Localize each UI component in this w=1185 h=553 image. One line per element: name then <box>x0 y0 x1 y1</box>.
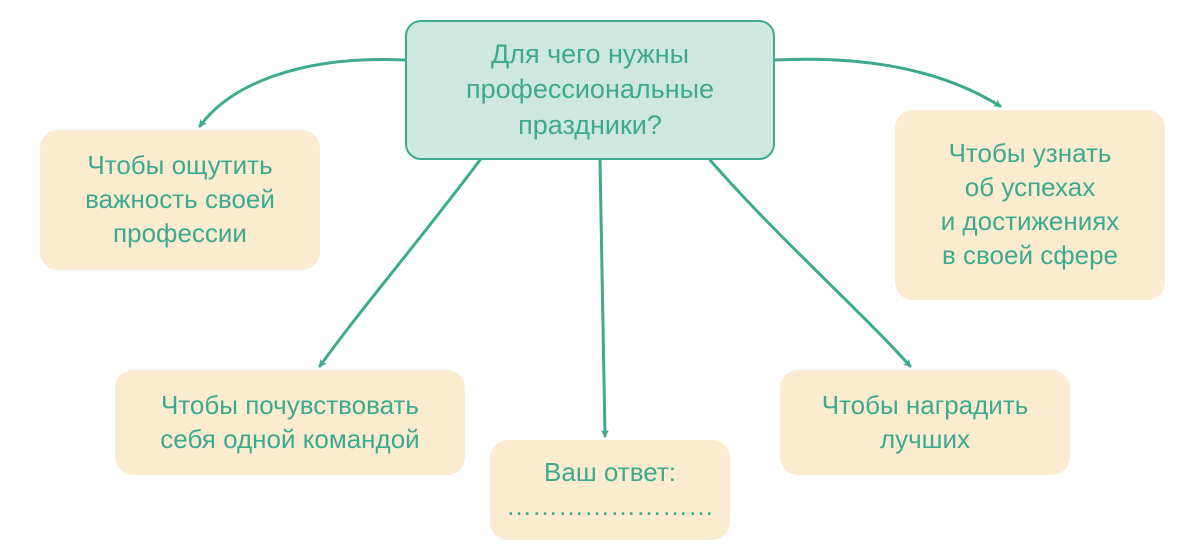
answer-text: Чтобы ощутитьважность своейпрофессии <box>85 149 275 250</box>
answer-text: Чтобы узнатьоб успехахи достиженияхв сво… <box>941 137 1120 272</box>
central-question-node: Для чего нужныпрофессиональныепраздники? <box>405 20 775 160</box>
edge-your-answer <box>600 160 605 436</box>
answer-node-team: Чтобы почувствоватьсебя одной командой <box>115 370 465 475</box>
answer-node-importance: Чтобы ощутитьважность своейпрофессии <box>40 130 320 270</box>
central-question-text: Для чего нужныпрофессиональныепраздники? <box>466 37 714 142</box>
edge-successes <box>775 59 1000 106</box>
diagram-canvas: Для чего нужныпрофессиональныепраздники?… <box>0 0 1185 553</box>
edge-team <box>320 160 480 366</box>
answer-text: Чтобы наградитьлучших <box>822 389 1029 457</box>
edge-importance <box>200 59 405 126</box>
answer-text: Ваш ответ:…………………… <box>506 456 714 524</box>
edge-award <box>710 160 910 366</box>
answer-node-your-answer: Ваш ответ:…………………… <box>490 440 730 540</box>
answer-node-award: Чтобы наградитьлучших <box>780 370 1070 475</box>
answer-text: Чтобы почувствоватьсебя одной командой <box>160 389 419 457</box>
answer-node-successes: Чтобы узнатьоб успехахи достиженияхв сво… <box>895 110 1165 300</box>
